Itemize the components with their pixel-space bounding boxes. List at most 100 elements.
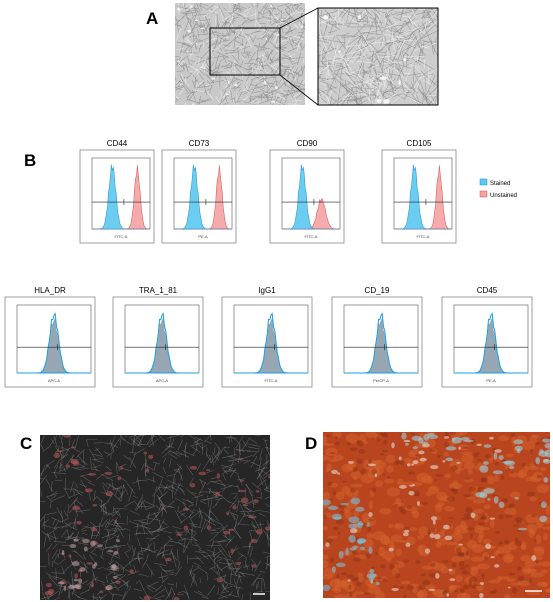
texture: [129, 510, 140, 516]
texture: [105, 529, 110, 544]
texture: [261, 58, 264, 63]
texture: [504, 514, 513, 518]
texture: [325, 78, 335, 81]
texture: [410, 37, 420, 49]
texture: [517, 527, 528, 531]
texture: [123, 455, 130, 460]
texture: [168, 586, 173, 596]
texture: [428, 21, 438, 29]
texture: [544, 449, 550, 458]
texture: [223, 83, 228, 90]
texture: [290, 71, 298, 84]
texture: [245, 72, 252, 77]
texture: [290, 57, 305, 60]
texture: [165, 591, 172, 600]
texture: [406, 585, 415, 591]
texture: [327, 505, 339, 511]
texture: [375, 459, 383, 464]
texture: [350, 45, 370, 55]
texture: [119, 435, 126, 441]
texture: [423, 17, 428, 36]
texture: [40, 594, 53, 600]
texture: [503, 539, 510, 545]
texture: [150, 596, 162, 600]
texture: [357, 574, 365, 583]
texture: [337, 8, 340, 20]
texture: [82, 554, 87, 560]
texture: [154, 562, 167, 566]
panel-label: B: [24, 151, 36, 170]
texture: [409, 484, 414, 487]
texture: [261, 69, 272, 76]
unstained-histogram: [17, 318, 91, 373]
texture: [483, 444, 492, 448]
texture: [92, 495, 98, 502]
texture: [208, 10, 218, 14]
texture: [70, 481, 74, 493]
texture: [229, 7, 240, 15]
texture: [428, 588, 436, 592]
texture: [234, 83, 238, 87]
texture: [133, 519, 147, 522]
texture: [155, 505, 161, 511]
texture: [265, 74, 268, 81]
texture: [113, 523, 119, 532]
texture: [189, 570, 196, 584]
texture: [257, 471, 263, 486]
texture: [219, 524, 228, 533]
texture: [64, 536, 72, 538]
texture: [370, 81, 387, 92]
texture: [191, 536, 198, 541]
panel-label: A: [146, 9, 158, 28]
texture: [190, 518, 196, 529]
texture: [145, 478, 156, 482]
texture: [95, 473, 105, 480]
texture: [147, 542, 150, 551]
texture: [64, 521, 71, 527]
texture: [528, 577, 532, 584]
texture: [319, 9, 323, 27]
texture: [219, 17, 230, 30]
texture: [476, 563, 490, 570]
texture: [335, 519, 345, 525]
texture: [244, 556, 247, 568]
texture: [453, 489, 459, 495]
texture: [196, 55, 202, 59]
texture: [336, 574, 340, 579]
texture: [211, 477, 218, 480]
texture: [242, 80, 249, 84]
texture: [462, 584, 469, 590]
texture: [45, 478, 51, 487]
texture: [352, 466, 358, 473]
texture: [79, 560, 89, 569]
texture: [53, 452, 60, 459]
texture: [288, 53, 293, 60]
texture: [115, 544, 120, 558]
texture: [215, 63, 221, 69]
texture: [57, 581, 65, 585]
texture: [324, 9, 340, 27]
texture: [416, 590, 424, 598]
texture: [212, 5, 220, 8]
texture: [450, 465, 458, 471]
texture: [138, 552, 140, 562]
texture: [385, 23, 398, 29]
texture: [223, 468, 234, 473]
texture: [360, 58, 364, 68]
texture: [229, 60, 236, 72]
texture: [334, 441, 340, 446]
texture: [360, 41, 371, 55]
texture: [335, 491, 345, 501]
texture: [193, 562, 202, 567]
texture: [351, 577, 359, 582]
texture: [323, 584, 331, 592]
texture: [276, 18, 284, 24]
texture: [495, 461, 499, 466]
texture: [217, 558, 223, 562]
texture: [391, 90, 408, 105]
texture: [177, 56, 183, 66]
texture: [160, 507, 165, 510]
texture: [487, 498, 491, 501]
texture: [501, 498, 509, 503]
texture: [412, 586, 418, 594]
